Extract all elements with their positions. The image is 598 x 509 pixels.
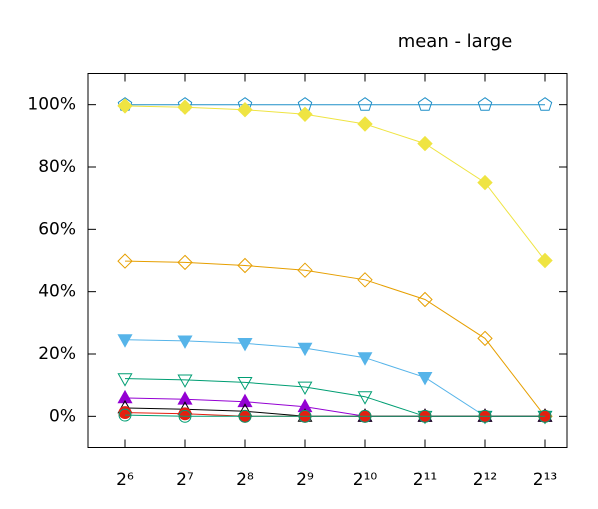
marker (237, 101, 253, 118)
marker (477, 97, 493, 111)
marker (358, 409, 372, 423)
marker (537, 97, 553, 111)
marker (178, 409, 192, 423)
x-tick-label: 2⁷ (176, 470, 194, 490)
marker (237, 257, 253, 274)
marker (238, 409, 252, 423)
marker (237, 338, 253, 352)
marker (177, 254, 193, 271)
marker (418, 409, 432, 423)
marker (477, 174, 493, 191)
series-line (124, 260, 546, 417)
marker (177, 374, 193, 388)
marker (297, 262, 313, 278)
marker (357, 391, 373, 405)
y-tick-label: 40% (38, 282, 76, 302)
marker (117, 98, 133, 114)
y-tick-label: 0% (49, 406, 76, 426)
marker (477, 330, 493, 347)
y-tick-label: 20% (38, 344, 76, 364)
y-tick-label: 100% (27, 95, 76, 115)
series-line (124, 105, 546, 261)
series-line (124, 414, 545, 417)
marker (357, 97, 373, 111)
marker (297, 106, 313, 123)
plot-frame (87, 73, 568, 448)
x-tick-label: 2¹⁰ (353, 470, 378, 490)
marker (117, 373, 133, 387)
marker (417, 291, 433, 308)
marker (117, 334, 133, 348)
x-tick-label: 2⁶ (116, 470, 134, 490)
marker (237, 393, 253, 408)
y-tick-label: 80% (38, 157, 76, 177)
marker (357, 352, 373, 366)
x-tick-label: 2⁹ (296, 470, 314, 490)
marker (237, 377, 253, 391)
marker (177, 335, 193, 349)
marker (118, 408, 132, 422)
x-tick-label: 2¹² (473, 470, 497, 490)
series-line (124, 339, 545, 417)
marker (177, 391, 193, 405)
marker (417, 135, 433, 152)
chart-title: mean - large (398, 31, 513, 52)
marker (478, 409, 492, 423)
marker (357, 272, 373, 288)
marker (177, 99, 193, 115)
marker (297, 381, 313, 396)
marker (117, 389, 133, 404)
marker (178, 407, 192, 421)
marker (357, 116, 373, 132)
marker (117, 253, 133, 269)
marker (298, 409, 312, 423)
marker (297, 342, 313, 357)
marker (417, 97, 433, 111)
x-tick-label: 2⁸ (236, 470, 254, 490)
marker (417, 372, 433, 386)
x-tick-label: 2¹³ (533, 470, 557, 490)
marker (537, 252, 553, 269)
marker (538, 409, 552, 423)
marker (118, 406, 132, 420)
y-tick-label: 60% (38, 219, 76, 239)
x-tick-label: 2¹¹ (413, 470, 437, 490)
